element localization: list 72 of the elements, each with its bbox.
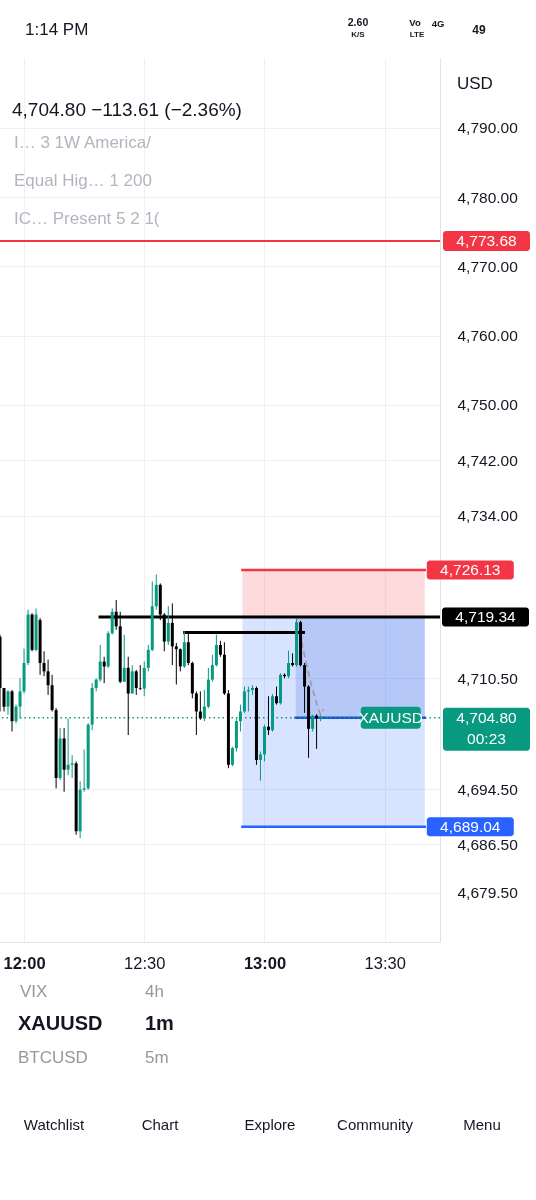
candlestick bbox=[98, 644, 102, 683]
candlestick bbox=[70, 754, 74, 779]
text: Watchlist bbox=[23, 1116, 85, 1133]
annotation: I… 3 1W America/ bbox=[14, 133, 152, 152]
candlestick bbox=[258, 751, 262, 782]
y-tick-label: 4,686.50 bbox=[457, 835, 519, 853]
candlestick bbox=[122, 634, 126, 683]
y-tick-label: 4,750.00 bbox=[457, 396, 519, 414]
candlestick bbox=[134, 669, 138, 696]
candlestick bbox=[287, 650, 291, 679]
candlestick bbox=[214, 634, 218, 667]
candlestick bbox=[303, 662, 307, 714]
data-label: 4,719.34 bbox=[455, 608, 517, 626]
candlestick bbox=[178, 647, 182, 672]
y-tick-label: 4,742.00 bbox=[457, 451, 519, 469]
candlestick bbox=[267, 695, 270, 736]
text: XAUUSD bbox=[18, 1012, 103, 1034]
text: Community bbox=[337, 1116, 414, 1133]
y-tick-label: 4,679.50 bbox=[457, 884, 519, 902]
candlestick bbox=[242, 686, 246, 714]
y-tick-label: 4,770.00 bbox=[457, 257, 519, 275]
text: LTE bbox=[409, 30, 425, 39]
candlestick bbox=[66, 717, 70, 776]
candlestick bbox=[130, 664, 134, 694]
text: 1:14 PM bbox=[25, 20, 89, 39]
text: 1m bbox=[145, 1012, 174, 1034]
x-tick-label: 12:00 bbox=[3, 953, 46, 972]
ref-line-label: 4,773.68 bbox=[456, 231, 517, 249]
text: Menu bbox=[463, 1116, 501, 1133]
candlestick bbox=[6, 689, 10, 716]
candlestick bbox=[198, 690, 202, 721]
candlestick bbox=[146, 644, 150, 672]
y-tick-label: 4,734.00 bbox=[457, 507, 519, 525]
y-tick-label: 4,790.00 bbox=[457, 119, 519, 137]
candlestick bbox=[194, 690, 198, 736]
candlestick bbox=[202, 689, 206, 722]
data-label: 4,726.13 bbox=[440, 561, 501, 579]
text: Vo bbox=[409, 17, 421, 28]
annotation: 4,704.80 −113.61 (−2.36%) bbox=[12, 99, 242, 120]
text: USD bbox=[457, 74, 493, 93]
candlestick bbox=[174, 642, 178, 685]
candlestick bbox=[230, 746, 234, 767]
text: 4G bbox=[431, 18, 445, 29]
candlestick bbox=[82, 749, 86, 793]
text: 4h bbox=[145, 982, 164, 1001]
ref-line-label: 4,704.80 bbox=[456, 708, 518, 726]
text: BTCUSD bbox=[18, 1048, 88, 1067]
candlestick bbox=[110, 607, 114, 636]
candlestick bbox=[166, 605, 170, 646]
text: 49 bbox=[472, 23, 486, 37]
candlestick bbox=[210, 654, 214, 683]
candlestick bbox=[154, 573, 158, 611]
y-tick-label: 4,694.50 bbox=[457, 780, 519, 798]
text: 00:23 bbox=[467, 729, 506, 747]
text: 2.60 bbox=[347, 16, 369, 28]
x-tick-label: 13:00 bbox=[243, 953, 287, 972]
data-label: 4,689.04 bbox=[440, 817, 501, 835]
text: Explore bbox=[244, 1116, 296, 1133]
x-tick-label: 13:30 bbox=[364, 953, 406, 972]
y-tick-label: 4,760.00 bbox=[457, 327, 519, 345]
annotation: IC… Present 5 2 1( bbox=[14, 209, 160, 228]
text: Chart bbox=[141, 1116, 180, 1133]
text: VIX bbox=[20, 982, 48, 1001]
x-tick-label: 12:30 bbox=[124, 953, 166, 972]
text: K/S bbox=[351, 30, 366, 39]
text: 5m bbox=[145, 1048, 169, 1067]
candlestick bbox=[142, 661, 146, 697]
annotation: XAUUSD bbox=[358, 708, 424, 726]
annotation: Equal Hig… 1 200 bbox=[14, 171, 152, 190]
candlestick bbox=[138, 664, 142, 691]
y-tick-label: 4,710.50 bbox=[457, 669, 519, 687]
y-tick-label: 4,780.00 bbox=[457, 188, 519, 206]
